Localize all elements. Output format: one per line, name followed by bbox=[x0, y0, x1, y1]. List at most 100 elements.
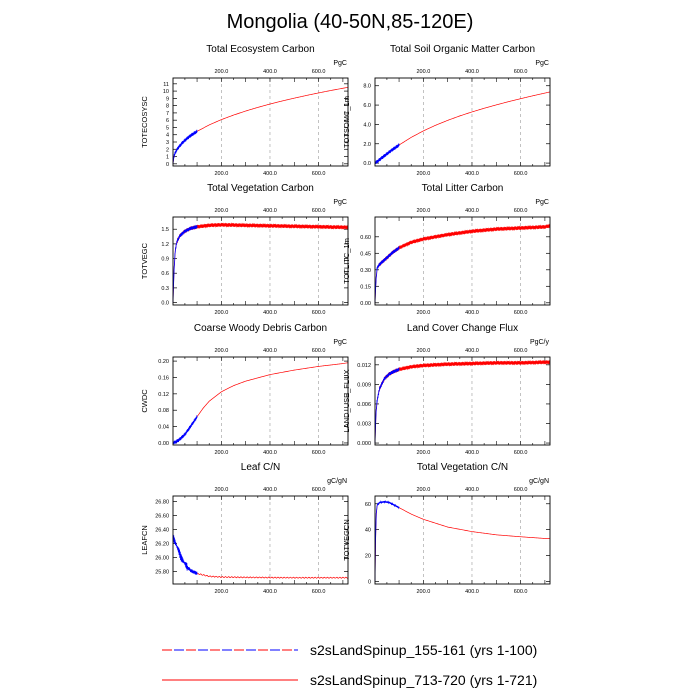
series-line-run-155-161 bbox=[374, 246, 400, 303]
units-label: PgC bbox=[333, 339, 347, 346]
top-axis-tick-label: 400.0 bbox=[465, 487, 479, 493]
series-line-run-713-720 bbox=[172, 86, 349, 164]
top-axis-tick-label: 600.0 bbox=[312, 487, 326, 493]
series-line-run-713-720 bbox=[172, 362, 349, 444]
y-tick-label: 26.80 bbox=[155, 500, 169, 506]
y-tick-label: 26.00 bbox=[155, 555, 169, 561]
y-tick-label: 8.0 bbox=[363, 84, 371, 90]
y-tick-label: 0.00 bbox=[158, 441, 169, 447]
series-line-run-713-720 bbox=[374, 91, 551, 164]
y-axis-label: TOTSOMC_1m bbox=[342, 96, 351, 148]
y-tick-label: 5 bbox=[166, 125, 169, 131]
y-tick-label: 0.0 bbox=[161, 301, 169, 307]
panel-title: Total Vegetation Carbon bbox=[207, 183, 314, 194]
panel-title: Leaf C/N bbox=[241, 462, 280, 473]
top-axis-tick-label: 600.0 bbox=[514, 348, 528, 354]
panel-title: Total Vegetation C/N bbox=[417, 462, 508, 473]
bottom-axis-tick-label: 600.0 bbox=[514, 171, 528, 177]
top-axis-tick-label: 600.0 bbox=[312, 69, 326, 75]
y-tick-label: 10 bbox=[163, 89, 169, 95]
bottom-axis-tick-label: 600.0 bbox=[514, 310, 528, 316]
y-tick-label: 0.006 bbox=[357, 402, 371, 408]
panel-title: Total Ecosystem Carbon bbox=[206, 44, 314, 55]
top-axis-tick-label: 400.0 bbox=[465, 208, 479, 214]
series-line-run-713-720 bbox=[374, 501, 551, 582]
plot-frame bbox=[172, 216, 349, 306]
top-axis-tick-label: 600.0 bbox=[514, 208, 528, 214]
top-axis-tick-label: 200.0 bbox=[416, 487, 430, 493]
plot-frame bbox=[374, 77, 551, 167]
bottom-axis-tick-label: 200.0 bbox=[214, 589, 228, 595]
y-tick-label: 1 bbox=[166, 155, 169, 161]
legend: s2sLandSpinup_155-161 (yrs 1-100) s2sLan… bbox=[162, 642, 537, 688]
top-axis-tick-label: 200.0 bbox=[214, 348, 228, 354]
top-axis-tick-label: 600.0 bbox=[514, 69, 528, 75]
top-axis-tick-label: 200.0 bbox=[214, 69, 228, 75]
bottom-axis-tick-label: 600.0 bbox=[514, 450, 528, 456]
units-label: gC/gN bbox=[327, 478, 347, 485]
panel-total-vegetation-c-n: Total Vegetation C/N gC/gN TOTVEGCN 0 20 40 60… bbox=[342, 462, 551, 595]
top-axis-tick-label: 400.0 bbox=[263, 487, 277, 493]
bottom-axis-tick-label: 400.0 bbox=[465, 310, 479, 316]
y-axis-label: TOTLITC_1m bbox=[342, 238, 351, 284]
units-label: gC/gN bbox=[529, 478, 549, 485]
y-tick-label: 11 bbox=[163, 82, 169, 88]
top-axis-tick-label: 600.0 bbox=[312, 348, 326, 354]
plot-frame bbox=[374, 495, 551, 585]
y-tick-label: 0.012 bbox=[357, 363, 371, 369]
y-tick-label: 0.9 bbox=[161, 257, 169, 263]
series-line-run-155-161 bbox=[172, 129, 198, 164]
y-tick-label: 0.16 bbox=[158, 375, 169, 381]
y-axis-label: TOTVEGC bbox=[140, 242, 149, 279]
y-tick-label: 0.00 bbox=[360, 301, 371, 307]
y-tick-label: 60 bbox=[365, 502, 371, 508]
series-line-run-155-161 bbox=[172, 534, 198, 575]
y-tick-label: 1.2 bbox=[161, 242, 169, 248]
panel-coarse-woody-debris-carbon: Coarse Woody Debris Carbon PgC CWDC 0.00 0.0… bbox=[140, 323, 349, 456]
top-axis-tick-label: 400.0 bbox=[263, 208, 277, 214]
y-tick-label: 0.45 bbox=[360, 251, 371, 257]
series-line-run-713-720 bbox=[374, 359, 551, 444]
plot-frame bbox=[374, 356, 551, 446]
series-line-run-713-720 bbox=[172, 222, 349, 303]
y-tick-label: 7 bbox=[166, 111, 169, 117]
figure-title: Mongolia (40-50N,85-120E) bbox=[227, 11, 474, 33]
y-tick-label: 0.3 bbox=[161, 286, 169, 292]
top-axis-tick-label: 200.0 bbox=[416, 69, 430, 75]
bottom-axis-tick-label: 400.0 bbox=[465, 171, 479, 177]
bottom-axis-tick-label: 400.0 bbox=[263, 171, 277, 177]
panel-title: Coarse Woody Debris Carbon bbox=[194, 323, 327, 334]
bottom-axis-tick-label: 600.0 bbox=[312, 589, 326, 595]
plot-frame bbox=[172, 356, 349, 446]
bottom-axis-tick-label: 400.0 bbox=[263, 589, 277, 595]
y-tick-label: 6 bbox=[166, 118, 169, 124]
panel-total-ecosystem-carbon: Total Ecosystem CarbonPgCTOTECOSYSC01234… bbox=[140, 44, 349, 177]
y-tick-label: 0.12 bbox=[158, 392, 169, 398]
units-label: PgC bbox=[333, 60, 347, 67]
y-tick-label: 1.5 bbox=[161, 227, 169, 233]
bottom-axis-tick-label: 400.0 bbox=[465, 450, 479, 456]
bottom-axis-tick-label: 400.0 bbox=[263, 450, 277, 456]
top-axis-tick-label: 400.0 bbox=[263, 348, 277, 354]
y-tick-label: 0.003 bbox=[357, 421, 371, 427]
y-tick-label: 26.60 bbox=[155, 514, 169, 520]
bottom-axis-tick-label: 600.0 bbox=[514, 589, 528, 595]
y-tick-label: 0.0 bbox=[363, 161, 371, 167]
panel-title: Land Cover Change Flux bbox=[407, 323, 518, 334]
y-tick-label: 0.04 bbox=[158, 425, 169, 431]
top-axis-tick-label: 200.0 bbox=[214, 208, 228, 214]
y-tick-label: 2 bbox=[166, 147, 169, 153]
y-tick-label: 0.20 bbox=[158, 359, 169, 365]
bottom-axis-tick-label: 600.0 bbox=[312, 450, 326, 456]
y-axis-label: TOTVEGCN bbox=[342, 519, 351, 561]
y-tick-label: 0.15 bbox=[360, 284, 371, 290]
y-tick-label: 0.000 bbox=[357, 441, 371, 447]
panel-title: Total Litter Carbon bbox=[422, 183, 504, 194]
bottom-axis-tick-label: 200.0 bbox=[214, 310, 228, 316]
y-tick-label: 0 bbox=[166, 162, 169, 168]
bottom-axis-tick-label: 200.0 bbox=[416, 589, 430, 595]
y-tick-label: 2.0 bbox=[363, 142, 371, 148]
legend-label-run-713-720: s2sLandSpinup_713-720 (yrs 1-721) bbox=[310, 672, 537, 688]
y-tick-label: 4.0 bbox=[363, 122, 371, 128]
